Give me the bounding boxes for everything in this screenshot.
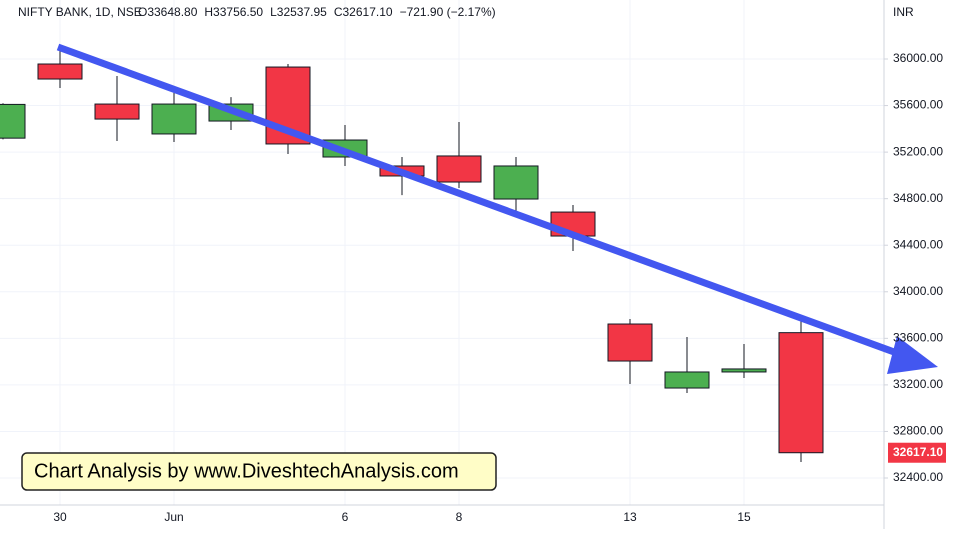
y-tick-label: 34800.00 [893, 191, 943, 205]
y-tick-label: 34000.00 [893, 284, 943, 298]
watermark: Chart Analysis by www.DiveshtechAnalysis… [34, 460, 459, 482]
candle-body [664, 371, 710, 389]
y-tick-label: 32400.00 [893, 470, 943, 484]
candle-body [607, 323, 653, 362]
y-tick-label: 32800.00 [893, 424, 943, 438]
ohlc-value: H33756.50 [204, 5, 263, 19]
x-tick-label: Jun [164, 510, 183, 524]
y-tick-label: 33600.00 [893, 331, 943, 345]
last-price-tag [888, 442, 946, 463]
candle-body [37, 63, 83, 80]
ohlc-value: L32537.95 [270, 5, 327, 19]
last-price-label: 32617.10 [893, 445, 943, 459]
x-tick-label: 15 [737, 510, 751, 524]
candle-body [151, 103, 197, 135]
symbol: NIFTY BANK, 1D, NSE [18, 5, 142, 19]
ohlc-legend: O33648.80 H33756.50 L32537.95 C32617.10 −721… [138, 5, 496, 19]
ohlc-value: −721.90 (−2.17%) [400, 5, 496, 19]
x-tick-label: 30 [53, 510, 67, 524]
y-tick-label: 34400.00 [893, 237, 943, 251]
trend-arrow [56, 43, 938, 374]
x-tick-label: 13 [623, 510, 637, 524]
candles [0, 47, 824, 462]
candle-body [493, 165, 539, 200]
candle-body [778, 332, 824, 454]
arrow-head [887, 336, 938, 374]
y-tick-label: 35200.00 [893, 144, 943, 158]
candle-body [0, 103, 26, 139]
candle-body [436, 155, 482, 183]
y-tick-label: 33200.00 [893, 377, 943, 391]
y-tick-label: 36000.00 [893, 51, 943, 65]
y-tick-label: 35600.00 [893, 98, 943, 112]
currency: INR [893, 5, 914, 19]
candle-body [721, 368, 767, 373]
ohlc-value: O33648.80 [138, 5, 198, 19]
x-tick-label: 8 [456, 510, 463, 524]
x-tick-label: 6 [342, 510, 349, 524]
candle-body [94, 103, 140, 120]
trend-line [56, 43, 907, 360]
ohlc-value: C32617.10 [334, 5, 393, 19]
watermark-box [21, 452, 497, 491]
